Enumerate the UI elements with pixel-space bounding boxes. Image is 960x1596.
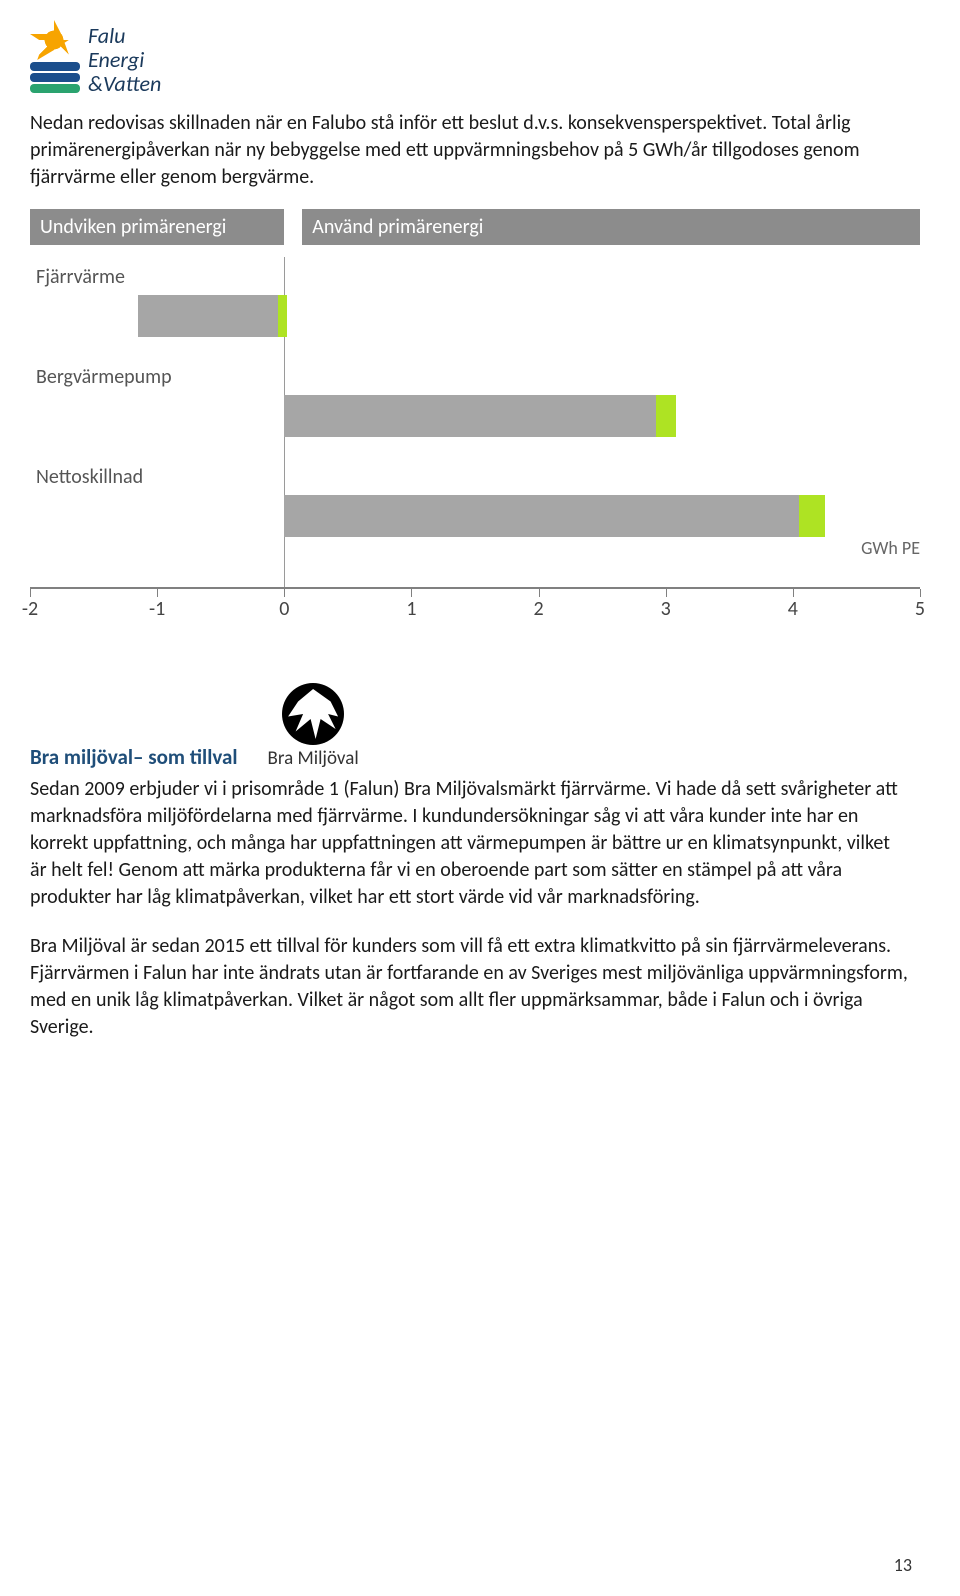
chart-tick-label: -1 bbox=[149, 597, 165, 621]
chart-row: Fjärrvärme bbox=[30, 257, 920, 357]
logo-text-line: Energi bbox=[88, 48, 161, 72]
chart-bar-gray bbox=[284, 395, 655, 437]
falcon-icon bbox=[282, 683, 344, 745]
chart-tick bbox=[411, 589, 412, 597]
chart-header-left: Undviken primärenergi bbox=[30, 209, 284, 245]
bra-miljoval-logo-text: Bra Miljöval bbox=[268, 747, 359, 770]
page-number: 13 bbox=[894, 1554, 912, 1576]
logo-text: Falu Energi &Vatten bbox=[88, 24, 161, 97]
sun-icon bbox=[30, 20, 78, 60]
chart-bar-track bbox=[30, 295, 920, 337]
chart-tick bbox=[666, 589, 667, 597]
bra-miljoval-logo: Bra Miljöval bbox=[268, 683, 359, 770]
logo-text-line: &Vatten bbox=[88, 72, 161, 96]
body-paragraph-2: Bra Miljöval är sedan 2015 ett tillval f… bbox=[30, 933, 910, 1041]
chart-bar-gray bbox=[138, 295, 278, 337]
body-paragraph-1: Sedan 2009 erbjuder vi i prisområde 1 (F… bbox=[30, 776, 910, 911]
chart-tick-label: 5 bbox=[915, 597, 925, 621]
chart-tick bbox=[793, 589, 794, 597]
chart-x-axis: -2-1012345 bbox=[30, 587, 920, 623]
company-logo: Falu Energi &Vatten bbox=[30, 20, 910, 100]
chart-row-label: Nettoskillnad bbox=[36, 465, 143, 489]
chart-tick bbox=[920, 589, 921, 597]
chart-rows: Fjärrvärme Bergvärmepump Nettoskillnad bbox=[30, 257, 920, 557]
chart-bar-green bbox=[656, 395, 676, 437]
chart-bar-track bbox=[30, 395, 920, 437]
chart-header: Undviken primärenergi Använd primärenerg… bbox=[30, 209, 920, 245]
primarenergi-chart: Undviken primärenergi Använd primärenerg… bbox=[30, 209, 920, 623]
chart-row-label: Fjärrvärme bbox=[36, 265, 125, 289]
chart-tick bbox=[284, 589, 285, 597]
chart-header-right: Använd primärenergi bbox=[302, 209, 920, 245]
chart-bar-track bbox=[30, 495, 920, 537]
logo-icon bbox=[30, 20, 80, 100]
waves-icon bbox=[30, 62, 80, 95]
chart-tick-label: 1 bbox=[406, 597, 416, 621]
chart-bar-green bbox=[278, 295, 287, 337]
chart-tick-label: -2 bbox=[22, 597, 38, 621]
chart-tick-label: 3 bbox=[661, 597, 671, 621]
intro-paragraph: Nedan redovisas skillnaden när en Falubo… bbox=[30, 110, 910, 191]
chart-tick-label: 4 bbox=[788, 597, 798, 621]
chart-bar-gray bbox=[284, 495, 799, 537]
chart-tick bbox=[30, 589, 31, 597]
chart-tick bbox=[539, 589, 540, 597]
chart-row: Bergvärmepump bbox=[30, 357, 920, 457]
chart-body: Fjärrvärme Bergvärmepump Nettoskillnad GWh… bbox=[30, 257, 920, 587]
chart-tick-label: 2 bbox=[533, 597, 543, 621]
chart-tick bbox=[157, 589, 158, 597]
chart-unit-label: GWh PE bbox=[861, 537, 920, 559]
chart-row: Nettoskillnad bbox=[30, 457, 920, 557]
chart-row-label: Bergvärmepump bbox=[36, 365, 172, 389]
section-title: Bra miljöval– som tillval bbox=[30, 744, 238, 770]
section-heading-row: Bra miljöval– som tillval Bra Miljöval bbox=[30, 683, 910, 770]
chart-bar-green bbox=[799, 495, 824, 537]
chart-tick-label: 0 bbox=[279, 597, 289, 621]
logo-text-line: Falu bbox=[88, 24, 161, 48]
